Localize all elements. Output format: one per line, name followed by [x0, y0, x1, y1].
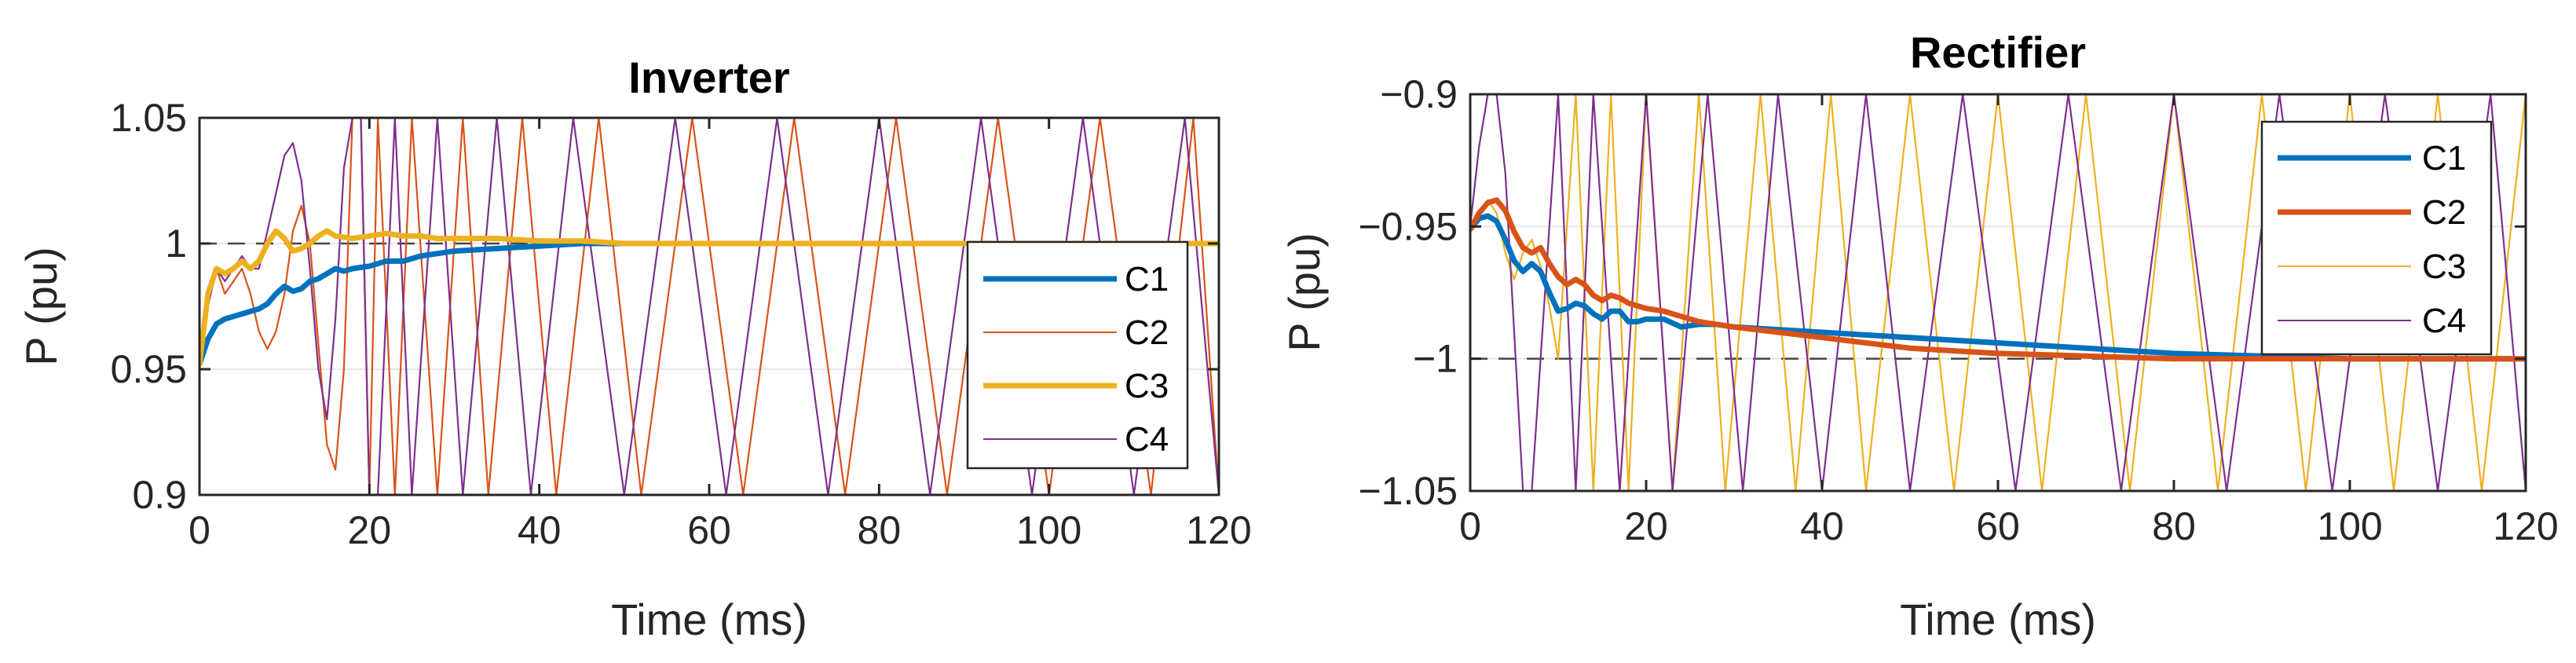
inverter-x-tick-label: 80	[858, 508, 902, 552]
inverter-x-tick-label: 60	[687, 508, 731, 552]
inverter-legend-label-c1: C1	[1125, 260, 1169, 299]
rectifier-legend-label-c2: C2	[2422, 193, 2466, 232]
rectifier-y-tick-label: −0.95	[1358, 204, 1458, 248]
inverter-y-axis-label: P (pu)	[16, 247, 66, 365]
rectifier-legend-label-c4: C4	[2422, 302, 2466, 340]
rectifier-y-tick-label: −1	[1413, 337, 1458, 381]
inverter-series-c4	[199, 118, 1219, 495]
inverter-legend: C1 C2 C3 C4	[966, 240, 1189, 470]
rectifier-x-tick-label: 80	[2152, 504, 2196, 548]
inverter-legend-label-c2: C2	[1125, 313, 1169, 352]
rectifier-panel: 0 20 40 60 80 100 120 −1.05 −1 −0.95 −0.9 Rectifie…	[1279, 27, 2559, 644]
inverter-legend-label-c4: C4	[1125, 420, 1169, 459]
inverter-ticks: 0 20 40 60 80 100 120 0.9 0.95 1 1.05	[111, 96, 1252, 552]
rectifier-series-c4	[1470, 94, 2526, 491]
inverter-y-tick-label: 1	[165, 222, 187, 266]
rectifier-series-c2	[1470, 197, 2526, 362]
inverter-x-axis-label: Time (ms)	[611, 595, 807, 644]
rectifier-y-tick-label: −0.9	[1380, 72, 1458, 116]
rectifier-series-c1	[1470, 213, 2526, 362]
inverter-series-group	[199, 118, 1219, 495]
rectifier-legend-label-c3: C3	[2422, 247, 2466, 286]
rectifier-y-axis-label: P (pu)	[1279, 233, 1329, 351]
inverter-x-tick-label: 20	[348, 508, 392, 552]
rectifier-title: Rectifier	[1910, 27, 2086, 77]
inverter-legend-label-c3: C3	[1125, 367, 1169, 405]
rectifier-legend-label-c1: C1	[2422, 139, 2466, 178]
inverter-title: Inverter	[628, 53, 789, 102]
rectifier-series-group	[1470, 94, 2526, 491]
rectifier-x-tick-label: 0	[1459, 504, 1481, 548]
rectifier-y-tick-label: −1.05	[1358, 469, 1458, 513]
rectifier-x-tick-label: 100	[2317, 504, 2382, 548]
rectifier-x-tick-label: 20	[1624, 504, 1668, 548]
rectifier-ticks: 0 20 40 60 80 100 120 −1.05 −1 −0.95 −0.9	[1358, 72, 2558, 548]
inverter-y-tick-label: 1.05	[111, 96, 187, 140]
inverter-panel: 0 20 40 60 80 100 120 0.9 0.95 1 1.05 Inverter Tim…	[16, 53, 1252, 644]
inverter-x-tick-label: 0	[188, 508, 210, 552]
rectifier-x-tick-label: 120	[2493, 504, 2558, 548]
inverter-y-tick-label: 0.9	[132, 473, 187, 517]
rectifier-x-tick-label: 60	[1976, 504, 2020, 548]
rectifier-x-axis-label: Time (ms)	[1900, 595, 2096, 644]
inverter-x-tick-label: 100	[1016, 508, 1081, 552]
inverter-x-tick-label: 120	[1186, 508, 1251, 552]
inverter-y-tick-label: 0.95	[111, 347, 187, 391]
inverter-series-c3	[199, 228, 1219, 368]
rectifier-legend: C1 C2 C3 C4	[2260, 120, 2493, 356]
rectifier-x-tick-label: 40	[1800, 504, 1844, 548]
inverter-series-c2	[199, 118, 1219, 495]
inverter-x-tick-label: 40	[518, 508, 562, 552]
